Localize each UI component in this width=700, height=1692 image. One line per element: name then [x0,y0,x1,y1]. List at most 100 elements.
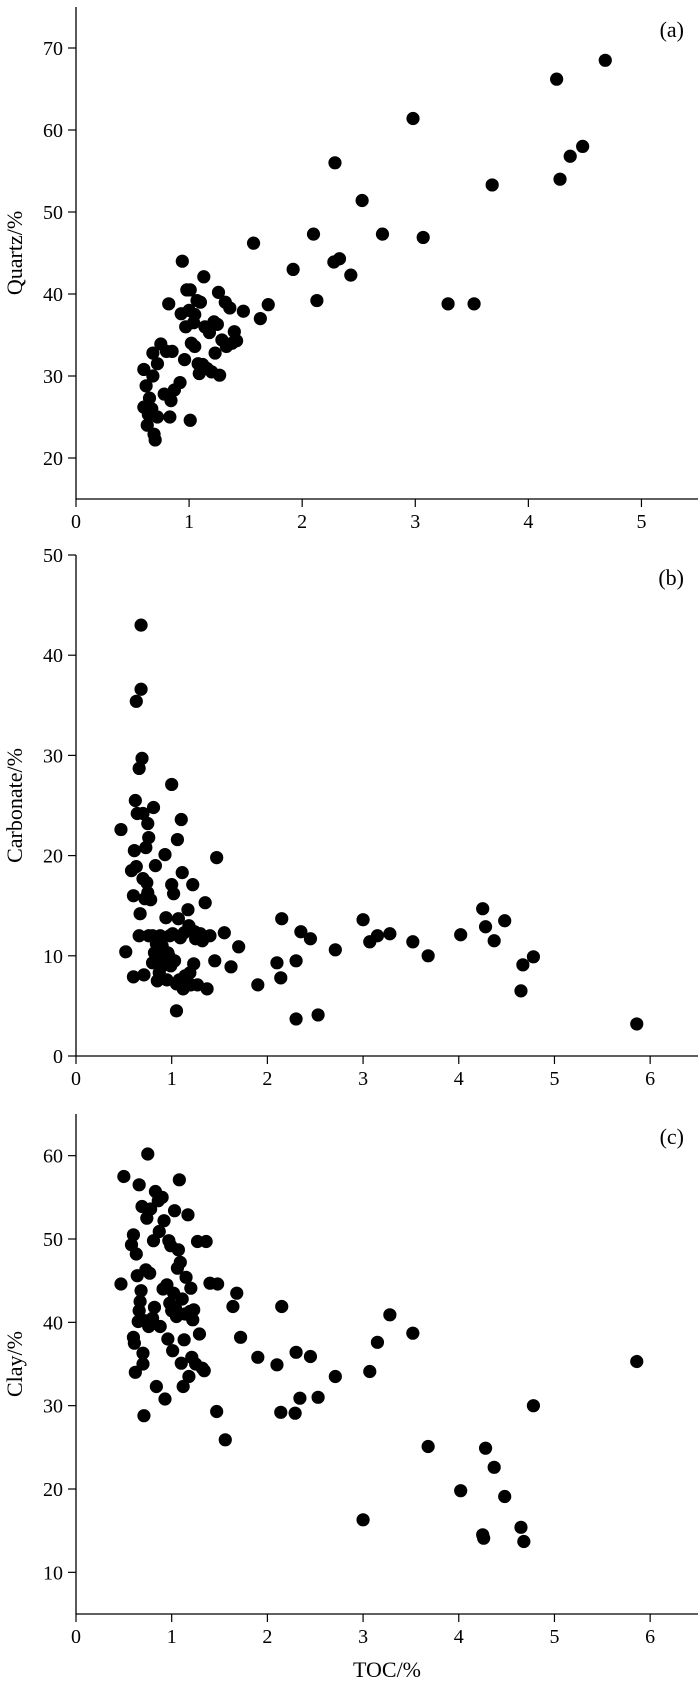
data-point [236,304,250,318]
data-point [275,912,289,926]
data-point [289,1345,303,1359]
y-axis-title: Carbonate/% [2,748,27,863]
panel-label: (a) [660,17,684,42]
data-point [126,889,141,903]
data-point [311,1390,325,1404]
data-point [370,1335,385,1349]
y-tick-label: 60 [43,1146,63,1168]
data-point [140,876,154,890]
data-point [144,893,158,907]
data-point [181,1208,195,1222]
data-point [153,929,167,943]
data-point [132,929,146,943]
data-point [478,920,493,934]
data-point [137,1409,151,1423]
y-tick-label: 40 [43,1312,63,1334]
data-point [232,940,246,954]
data-point [553,172,567,186]
panel-label: (c) [660,1124,684,1149]
data-point [416,230,430,245]
data-point [210,1404,224,1419]
data-point [355,193,369,208]
data-point [563,149,577,163]
data-point [128,1365,142,1379]
data-point [162,297,176,311]
x-tick-label: 6 [645,1626,655,1648]
data-point [127,1336,141,1350]
data-point [526,950,541,964]
data-point [158,1392,172,1406]
data-point [208,954,222,968]
data-point [174,812,188,827]
data-point [328,1369,342,1384]
data-point [127,843,141,858]
data-point [147,1300,162,1314]
axis-lines [75,1114,698,1615]
data-point [177,353,192,367]
data-point [211,1277,225,1291]
data-point [142,391,157,405]
data-point [183,413,197,427]
data-point [172,1173,186,1187]
data-point [132,761,146,776]
y-tick-label: 0 [53,1046,63,1068]
data-point [253,312,267,326]
data-point [114,1277,128,1291]
data-point [246,236,261,250]
data-point [175,1292,189,1306]
data-point [230,1286,244,1300]
x-tick-label: 0 [71,1068,81,1090]
data-point [171,912,185,926]
data-point [224,960,238,974]
data-point [218,1433,232,1447]
data-point [210,851,224,865]
data-point [144,1202,158,1216]
data-point [164,394,178,408]
data-point [517,1534,531,1549]
data-point [210,317,224,331]
data-point [233,1330,248,1344]
data-point [163,410,177,424]
y-axis-title: Clay/% [2,1331,27,1397]
data-point [132,1178,146,1192]
data-point [454,1484,468,1498]
data-point [226,1299,240,1314]
x-tick-label: 3 [358,1626,368,1648]
x-tick-label: 6 [645,1068,655,1090]
data-point [136,1357,150,1371]
data-point [167,954,182,968]
y-tick-label: 30 [43,745,63,767]
data-point [161,1332,175,1346]
data-point [454,928,468,942]
data-point [126,970,141,984]
data-point [406,111,420,126]
x-tick-label: 3 [410,511,420,533]
data-point [213,368,227,382]
data-point [129,1247,143,1261]
data-point [223,301,237,315]
data-point [514,1520,528,1534]
data-point [514,984,528,998]
x-tick-label: 2 [297,511,307,533]
data-point [143,1266,157,1280]
y-tick-label: 40 [43,645,63,667]
data-point [157,1214,171,1228]
data-point [211,285,226,299]
data-point [498,914,512,928]
data-point [383,927,397,941]
data-point [550,72,564,86]
data-point [175,866,189,880]
data-point [199,1234,213,1249]
data-point [274,1405,288,1419]
data-point [200,982,214,996]
data-point [133,907,147,921]
data-point [134,682,148,696]
data-point [270,956,284,970]
data-point [441,297,455,311]
x-tick-label: 4 [454,1068,464,1090]
data-point [630,1354,644,1369]
data-point [370,929,385,943]
x-tick-label: 5 [549,1626,559,1648]
x-tick-label: 0 [71,511,81,533]
